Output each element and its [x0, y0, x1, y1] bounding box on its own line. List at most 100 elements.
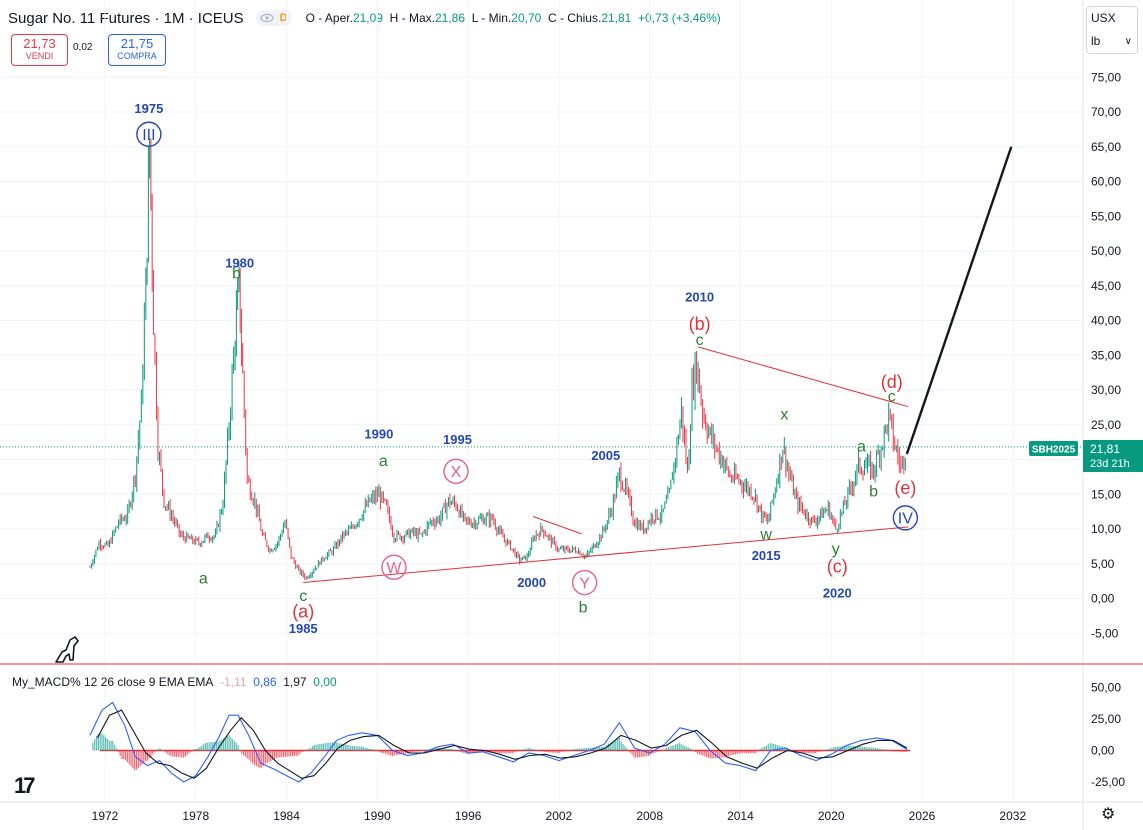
wave-label: (d) — [881, 372, 903, 392]
last-price-box — [1083, 440, 1143, 472]
time-tick: 1996 — [455, 809, 482, 823]
price-tick: 15,00 — [1091, 487, 1121, 501]
wave-label: 2005 — [591, 448, 620, 463]
wave-circle — [136, 121, 162, 147]
open-label: O - Aper. — [305, 11, 353, 25]
price-bars — [89, 138, 906, 580]
wave-label: (a) — [292, 601, 314, 621]
currency-value: USX — [1091, 11, 1116, 25]
price-tick: 70,00 — [1091, 105, 1121, 119]
wave-label: b — [579, 600, 588, 617]
trendline — [905, 146, 1013, 455]
price-tick: 60,00 — [1091, 175, 1121, 189]
bar-countdown: 23d 21h — [1090, 458, 1130, 470]
wave-label: a — [199, 570, 208, 587]
time-tick: 2008 — [636, 809, 663, 823]
sell-label: VENDI — [25, 51, 54, 61]
wave-label: (c) — [827, 556, 848, 576]
wave-label: 1975 — [134, 101, 163, 116]
dino-icon — [55, 636, 79, 663]
time-tick: 2026 — [909, 809, 936, 823]
wave-label: W — [386, 560, 402, 577]
symbol-title[interactable]: Sugar No. 11 Futures · 1M · ICEUS — [8, 9, 244, 27]
wave-label: c — [696, 332, 704, 349]
wave-label: III — [142, 127, 155, 144]
macd-tick: 25,00 — [1091, 712, 1121, 726]
buy-label: COMPRA — [117, 51, 157, 61]
macd-legend[interactable]: My_MACD% 12 26 close 9 EMA EMA -1,11 0,8… — [12, 675, 337, 689]
wave-label: x — [780, 406, 788, 423]
wave-label: 2010 — [685, 290, 714, 305]
time-tick: 2014 — [727, 809, 754, 823]
macd-name: My_MACD% 12 26 close 9 EMA EMA — [12, 675, 214, 689]
wave-circle — [892, 505, 919, 531]
visibility-pill[interactable]: D — [255, 10, 292, 26]
spread-value: 0,02 — [73, 42, 93, 53]
price-tick: 30,00 — [1091, 383, 1121, 397]
price-tick: 10,00 — [1091, 522, 1121, 536]
gear-icon[interactable]: ⚙ — [1101, 806, 1116, 823]
wave-label: X — [451, 464, 462, 481]
open-value: 21,09 — [352, 11, 383, 25]
macd-signal-value: 1,97 — [283, 675, 307, 689]
time-tick: 1984 — [273, 809, 300, 823]
wave-label: 2015 — [752, 548, 781, 563]
chevron-down-icon: ∨ — [1124, 36, 1132, 47]
macd-tick: -25,00 — [1091, 775, 1125, 789]
price-tick: -5,00 — [1091, 626, 1119, 640]
time-tick: 2002 — [546, 809, 573, 823]
delayed-badge: D — [279, 12, 288, 24]
wave-label: c — [888, 388, 896, 405]
wave-label: (b) — [689, 314, 711, 334]
wave-label: c — [299, 588, 307, 605]
price-tick: 35,00 — [1091, 348, 1121, 362]
change-value: +0,73 (+3,46%) — [638, 11, 721, 25]
tradingview-logo[interactable]: 17 — [14, 773, 36, 798]
buy-button[interactable]: 21,75 COMPRA — [108, 34, 166, 66]
trendline — [697, 346, 909, 408]
time-tick: 2032 — [999, 809, 1026, 823]
time-tick: 1990 — [364, 809, 391, 823]
price-tick: 40,00 — [1091, 314, 1121, 328]
last-price-tag-box — [1029, 441, 1078, 456]
wave-label: a — [379, 453, 388, 470]
trendline — [532, 516, 582, 535]
sell-button[interactable]: 21,73 VENDI — [11, 34, 68, 66]
currency-select[interactable]: USX — [1087, 7, 1137, 30]
signal-line — [96, 709, 908, 779]
wave-circle — [443, 458, 469, 485]
wave-label: 1995 — [443, 432, 472, 447]
price-axis[interactable]: 75,00 70,00 65,00 60,00 55,00 50,00 45,00 40,00… — [1091, 70, 1125, 789]
sell-price: 21,73 — [23, 36, 56, 51]
wave-label: a — [857, 438, 866, 455]
time-tick: 1972 — [92, 809, 119, 823]
wave-label: b — [232, 265, 241, 282]
time-axis[interactable]: 1972 1978 1984 1990 1996 2002 2008 2014 2020 2026… — [92, 809, 1027, 823]
time-tick: 2020 — [818, 809, 845, 823]
wave-label: 1980 — [225, 255, 254, 270]
wave-label: 1990 — [364, 426, 393, 441]
macd-tick: 0,00 — [1091, 744, 1115, 758]
price-tick: 65,00 — [1091, 140, 1121, 154]
symbol-header: Sugar No. 11 Futures · 1M · ICEUS D O - … — [8, 8, 721, 28]
wave-label: Y — [579, 575, 590, 592]
ohlc-readout: O - Aper.21,09 H - Max.21,86 L - Min.20,… — [306, 11, 721, 25]
wave-label: 2020 — [823, 586, 852, 601]
last-price-tag: SBH2025 — [1032, 445, 1076, 456]
measure-select[interactable]: lb ∨ — [1087, 30, 1137, 53]
price-tick: 50,00 — [1091, 244, 1121, 258]
close-label: C - Chius. — [547, 11, 602, 25]
price-tick: 75,00 — [1091, 70, 1121, 84]
measure-value: lb — [1091, 34, 1101, 48]
last-price-value: 21,81 — [1090, 442, 1120, 456]
macd-hist-value: -1,11 — [220, 675, 247, 689]
last-price-marker: SBH2025 21,81 23d 21h — [1029, 440, 1143, 472]
wave-circle — [571, 569, 598, 596]
price-tick: 55,00 — [1091, 209, 1121, 223]
macd-tick: 50,00 — [1091, 680, 1121, 694]
currency-unit-selector[interactable]: USX lb ∨ — [1086, 6, 1138, 54]
